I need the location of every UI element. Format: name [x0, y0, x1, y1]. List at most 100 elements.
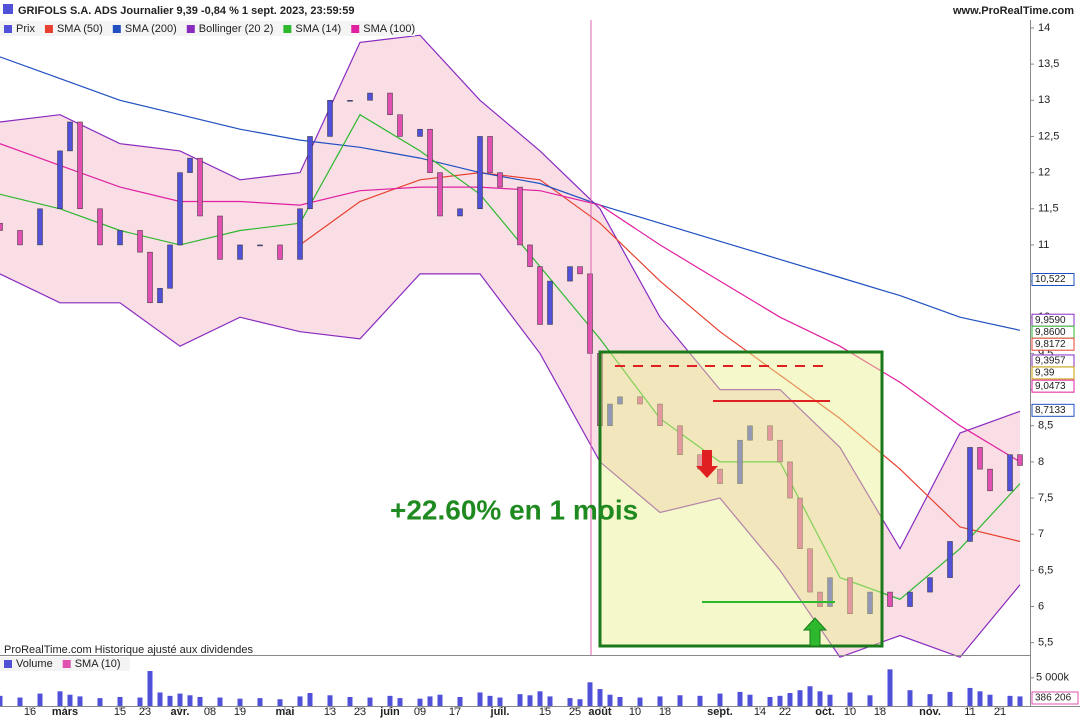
candle: [347, 100, 353, 102]
volume-bar: [747, 694, 753, 706]
volume-bar: [597, 689, 603, 706]
legend-swatch: [112, 25, 121, 33]
volume-bar: [307, 693, 313, 706]
x-tick-label: 18: [659, 706, 671, 718]
candle: [137, 230, 143, 253]
volume-bar: [1017, 696, 1023, 706]
legend-swatch: [4, 660, 12, 668]
price-tag: 10,522: [1035, 274, 1066, 285]
x-tick-label: juil.: [490, 706, 510, 718]
y-tick-label: 6: [1038, 600, 1044, 612]
volume-bar: [347, 696, 353, 706]
candle: [977, 447, 983, 470]
candle: [257, 244, 263, 247]
candle: [157, 288, 163, 304]
candle: [187, 157, 193, 173]
x-tick-label: 10: [844, 706, 856, 718]
volume-bar: [677, 695, 683, 706]
volume-bar: [657, 696, 663, 706]
volume-bar: [257, 698, 263, 706]
volume-sma-tag-box: [1031, 691, 1079, 705]
price-tag: 9,3957: [1035, 356, 1066, 367]
volume-bar: [147, 671, 153, 706]
volume-bar: [487, 695, 493, 706]
candle: [887, 591, 893, 607]
candle: [237, 244, 243, 260]
x-tick-label: mai: [276, 706, 295, 718]
volume-bar: [67, 694, 73, 706]
y-tick-label: 6,5: [1038, 564, 1053, 576]
volume-bar: [457, 696, 463, 706]
x-tick-label: 23: [354, 706, 366, 718]
volume-bar: [607, 694, 613, 706]
volume-bar: [777, 695, 783, 706]
price-tag: 9,8600: [1035, 327, 1066, 338]
bollinger-fill: [0, 35, 1020, 658]
volume-bar: [477, 692, 483, 706]
volume-bar: [217, 697, 223, 706]
candle: [947, 541, 953, 578]
x-tick-label: 08: [204, 706, 216, 718]
legend-bg: [0, 21, 415, 36]
volume-bar: [187, 695, 193, 706]
candle: [577, 266, 583, 275]
price-tag: 8,7133: [1035, 405, 1066, 416]
volume-bar: [547, 696, 553, 706]
candle: [57, 150, 63, 210]
bollinger-lower: [0, 273, 1021, 658]
price-tag: 9,8172: [1035, 339, 1066, 350]
y-tick-label: 12,5: [1038, 130, 1059, 142]
y-tick-label: 7: [1038, 528, 1044, 540]
candle: [717, 468, 723, 484]
candle: [617, 396, 623, 405]
legend-swatch: [186, 25, 195, 33]
x-tick-label: août: [588, 706, 612, 718]
candle: [587, 273, 593, 354]
x-tick-label: 21: [994, 706, 1006, 718]
candle: [67, 121, 73, 152]
volume-bar: [787, 693, 793, 706]
y-tick-label: 12: [1038, 167, 1050, 179]
volume-bar: [17, 697, 23, 706]
legend-swatch: [44, 25, 53, 33]
volume-bar: [517, 694, 523, 706]
candle: [907, 591, 913, 607]
volume-bar: [97, 698, 103, 706]
legend-label: Prix: [16, 23, 35, 35]
y-tick-label: 14: [1038, 22, 1050, 34]
price-tag-box: [1031, 272, 1075, 286]
volume-bar: [797, 690, 803, 706]
candle: [417, 128, 423, 137]
candle: [867, 591, 873, 615]
bollinger-upper: [0, 34, 1021, 550]
candle: [397, 114, 403, 137]
candle: [567, 266, 573, 282]
candle: [367, 92, 373, 101]
chart-title: GRIFOLS S.A. ADS Journalier 9,39 -0,84 %…: [18, 5, 354, 17]
y-tick-label: 11,5: [1038, 203, 1059, 215]
candle: [797, 497, 803, 549]
x-tick-label: nov.: [919, 706, 941, 718]
candle: [37, 208, 43, 246]
volume-bar: [497, 697, 503, 706]
volume-bar: [427, 696, 433, 706]
x-tick-label: 16: [24, 706, 36, 718]
candle: [177, 172, 183, 246]
legend-label: SMA (50): [57, 23, 103, 35]
header-bar: [0, 0, 1080, 19]
buy-arrow: [802, 617, 828, 647]
source: www.ProRealTime.com: [952, 5, 1074, 17]
volume-bar: [717, 693, 723, 706]
legend-label: SMA (200): [125, 23, 177, 35]
candle: [197, 157, 203, 217]
volume-bar: [197, 696, 203, 706]
candle: [787, 461, 793, 499]
candle: [607, 403, 613, 426]
volume-bar: [867, 695, 873, 706]
x-tick-label: 09: [414, 706, 426, 718]
candle: [97, 208, 103, 246]
volume-bar: [397, 698, 403, 706]
volume-bar: [827, 694, 833, 706]
candle: [0, 222, 3, 231]
